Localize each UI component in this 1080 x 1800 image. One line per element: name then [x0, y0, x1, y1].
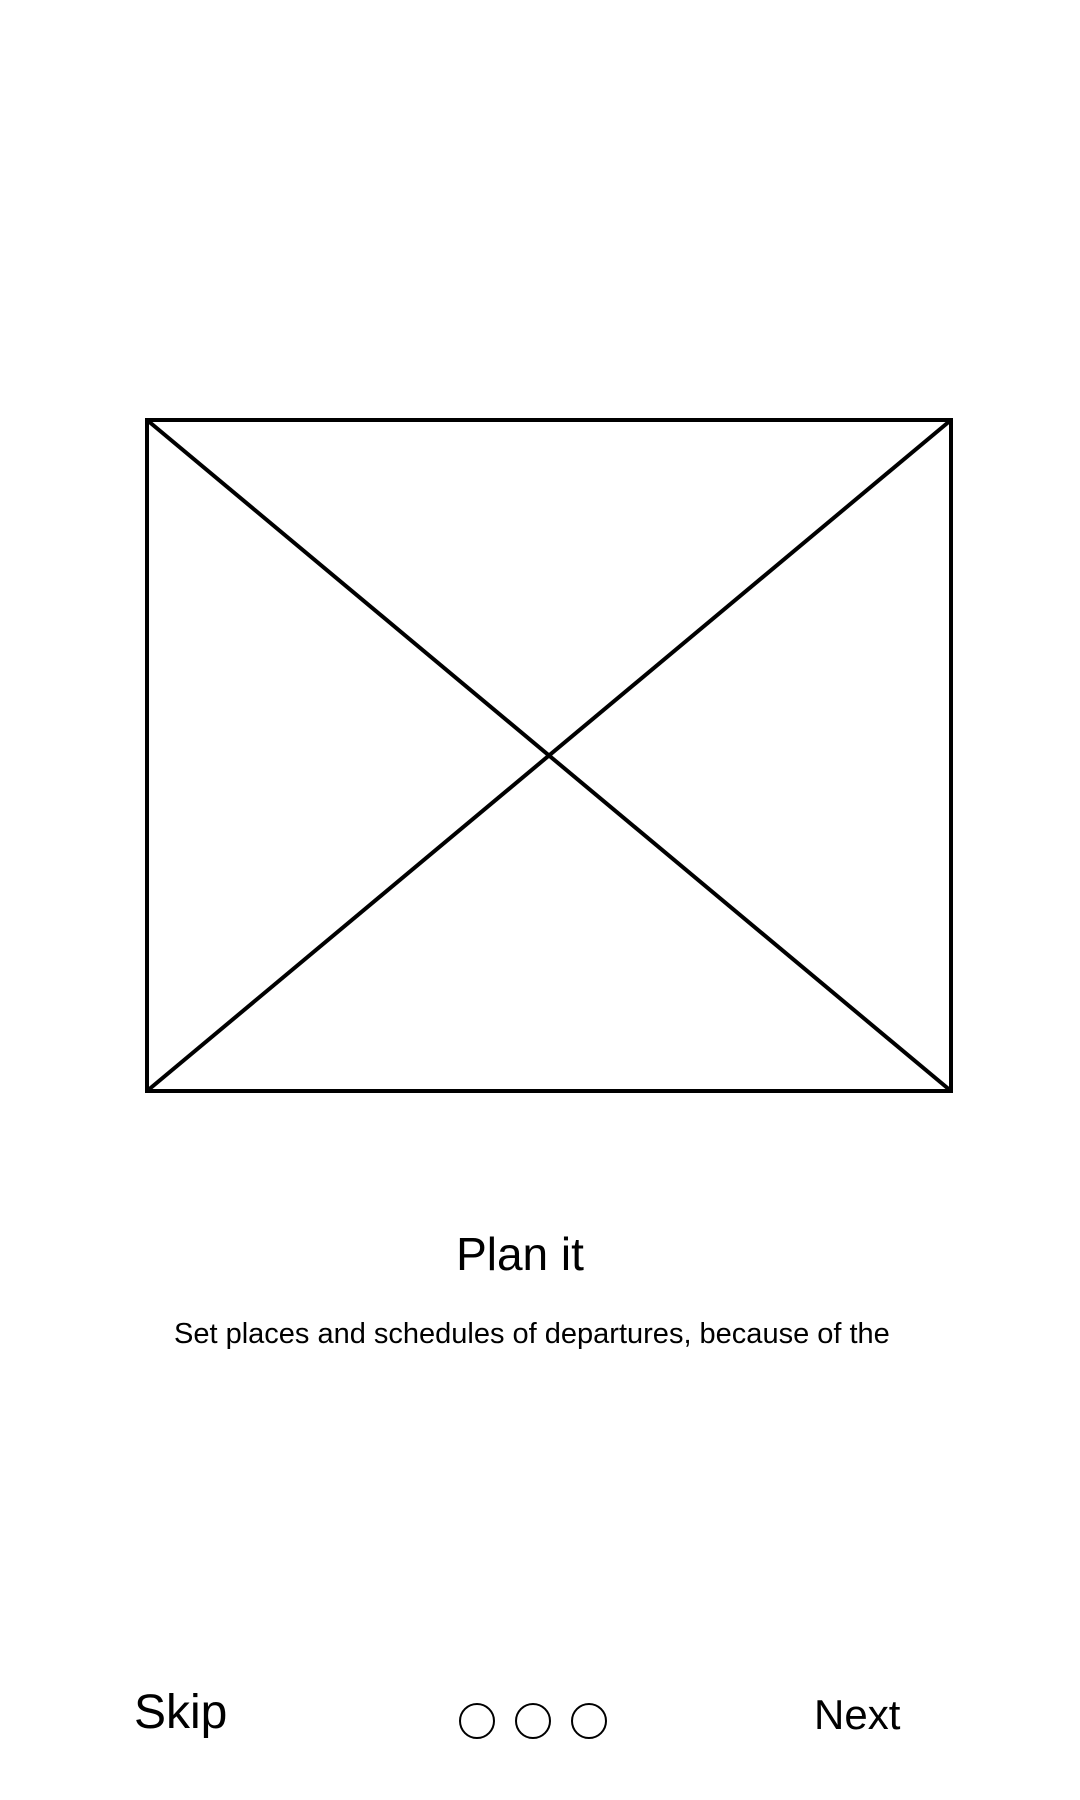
skip-button[interactable]: Skip — [134, 1686, 228, 1739]
page-indicator-dot-1[interactable] — [459, 1703, 495, 1739]
onboarding-title: Plan it — [456, 1228, 584, 1280]
onboarding-description: Set places and schedules of departures, … — [174, 1318, 890, 1350]
image-placeholder-icon — [145, 418, 953, 1093]
page-indicator-dot-2[interactable] — [515, 1703, 551, 1739]
page-indicator — [459, 1703, 607, 1745]
page-indicator-dot-3[interactable] — [571, 1703, 607, 1739]
next-button[interactable]: Next — [814, 1687, 900, 1743]
